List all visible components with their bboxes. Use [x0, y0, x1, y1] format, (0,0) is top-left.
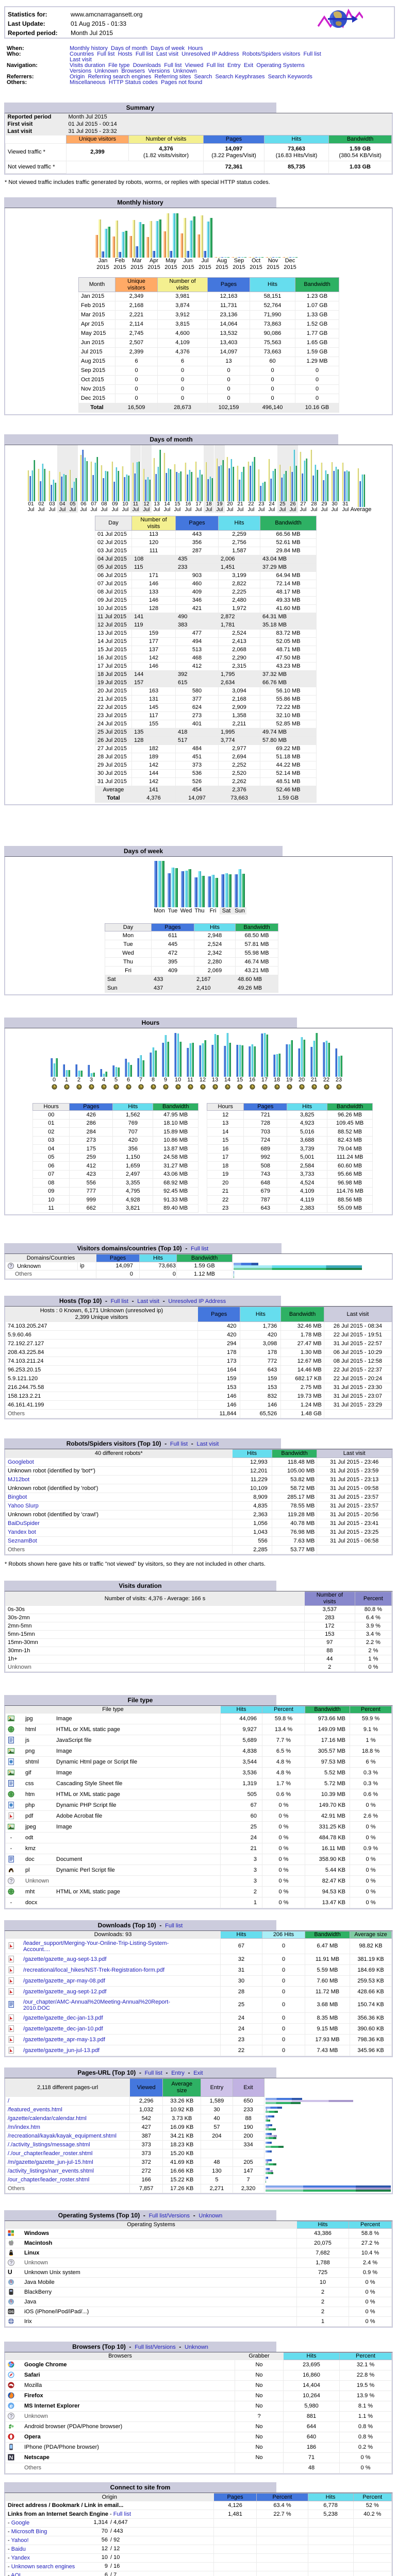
svg-text:e: e — [9, 2403, 12, 2409]
svg-text:N: N — [9, 2454, 13, 2461]
svg-text:?: ? — [10, 1878, 13, 1884]
svg-text:?: ? — [9, 1263, 12, 1268]
svg-text:?: ? — [10, 2414, 13, 2419]
svg-text:OS: OS — [8, 2310, 13, 2314]
svg-text:?: ? — [10, 2260, 13, 2266]
